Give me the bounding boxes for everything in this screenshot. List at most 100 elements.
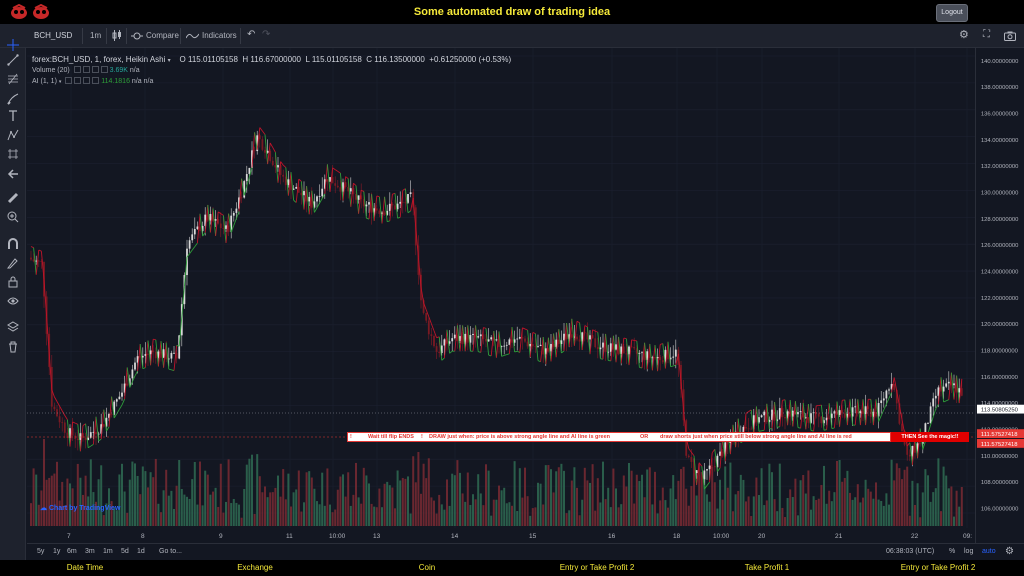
range-5d[interactable]: 5d: [121, 548, 129, 555]
range-3m[interactable]: 3m: [85, 548, 95, 555]
crosshair-icon[interactable]: [7, 39, 19, 51]
ruler-icon[interactable]: [7, 192, 19, 204]
arrow-icon[interactable]: [7, 168, 19, 180]
goto-date-button[interactable]: Go to...: [159, 548, 182, 555]
ai-line-segment: [696, 462, 700, 486]
ai-line-segment: [888, 392, 893, 399]
ai-line-segment: [571, 318, 575, 346]
ai-line-segment: [212, 208, 217, 237]
ai-line-segment: [664, 341, 669, 369]
brush-icon[interactable]: [7, 93, 19, 105]
auto-toggle[interactable]: auto: [982, 548, 996, 555]
interval-selector[interactable]: 1m: [90, 31, 102, 40]
range-1y[interactable]: 1y: [53, 548, 61, 555]
time-tick-label: 15: [529, 533, 537, 540]
ai-line-segment: [545, 337, 549, 365]
banner-cta: THEN See the magic!!: [891, 432, 969, 442]
indicators-icon[interactable]: [186, 32, 199, 40]
volume-study-label[interactable]: Volume (20): [32, 67, 70, 74]
ai-line-segment: [290, 172, 295, 201]
ai-line-segment: [220, 213, 224, 216]
ai-line-segment: [262, 130, 266, 135]
series-title[interactable]: forex:BCH_USD, 1, forex, Heikin Ashi: [32, 55, 166, 64]
pencil-lock-icon[interactable]: [7, 257, 19, 269]
ai-line-segment: [251, 132, 256, 168]
ai-line-segment: [701, 466, 705, 490]
ai-line-segment: [337, 170, 341, 174]
layers-icon[interactable]: [7, 321, 19, 333]
trash-icon[interactable]: [7, 341, 19, 353]
visibility-icon[interactable]: [7, 295, 19, 307]
clock-display[interactable]: 06:38:03 (UTC): [886, 548, 935, 555]
ai-line-segment: [282, 164, 287, 168]
range-1d[interactable]: 1d: [137, 548, 145, 555]
compare-icon[interactable]: [131, 31, 143, 41]
ai-line-segment: [946, 399, 949, 402]
ai-line-segment: [927, 424, 932, 434]
ai-line-segment: [126, 367, 131, 388]
ai-line-segment: [108, 396, 113, 427]
ai-line-segment: [896, 391, 900, 406]
ai-study-label[interactable]: AI (1, 1): [32, 78, 57, 85]
magnet-icon[interactable]: [7, 238, 19, 250]
ohlc-open: O 115.01105158: [179, 55, 238, 64]
zoom-icon[interactable]: [7, 211, 19, 223]
log-toggle[interactable]: log: [964, 548, 974, 555]
undo-icon[interactable]: ↶: [247, 29, 256, 40]
banner-part-1: Wait till flip ENDS: [368, 434, 414, 440]
lock-icon[interactable]: [7, 276, 19, 288]
ai-line-segment: [256, 127, 261, 150]
redo-icon[interactable]: ↷: [262, 29, 271, 40]
logout-button[interactable]: Logout: [936, 4, 968, 22]
settings-gear-icon[interactable]: ⚙: [1005, 546, 1014, 557]
ai-line-segment: [40, 251, 45, 280]
fib-icon[interactable]: [7, 73, 19, 85]
indicators-button[interactable]: Indicators: [202, 31, 237, 40]
ai-line-segment: [355, 185, 360, 214]
ai-line-segment: [316, 202, 320, 209]
range-1m[interactable]: 1m: [103, 548, 113, 555]
compare-button[interactable]: Compare: [146, 31, 179, 40]
ai-line-segment: [553, 333, 557, 358]
ai-line-segment: [909, 442, 913, 465]
ai-line-segment: [347, 178, 352, 207]
ai-line-segment: [935, 404, 939, 409]
range-5y[interactable]: 5y: [37, 548, 45, 555]
fullscreen-icon[interactable]: ⛶: [983, 29, 990, 40]
range-6m[interactable]: 6m: [67, 548, 77, 555]
ai-line-segment: [404, 188, 409, 213]
ai-line-segment: [326, 164, 331, 192]
ai-line-segment: [519, 327, 523, 353]
ai-line-segment: [943, 400, 947, 403]
trend-line-icon[interactable]: [7, 54, 19, 66]
ai-line-segment: [79, 425, 84, 452]
candle-style-icon[interactable]: [112, 30, 122, 41]
ai-line-segment: [303, 186, 308, 210]
ai-line-segment: [504, 354, 507, 356]
percent-toggle[interactable]: %: [949, 548, 956, 555]
ai-line-segment: [950, 372, 955, 400]
ai-line-segment: [72, 421, 76, 424]
pattern-icon[interactable]: [7, 129, 19, 141]
chevron-down-icon[interactable]: ▾: [167, 58, 171, 64]
ai-line-segment: [878, 415, 882, 422]
settings-gear-icon[interactable]: ⚙: [959, 29, 969, 41]
ai-line-segment: [872, 399, 877, 426]
ai-line-segment: [833, 401, 838, 428]
ai-line-segment: [225, 213, 230, 244]
ai-line-segment: [106, 426, 110, 432]
camera-icon[interactable]: [1004, 31, 1016, 41]
price-axis[interactable]: 140.00000000 138.00000000 136.00000000 134.…: [975, 48, 1024, 543]
ai-line-segment: [287, 172, 292, 196]
ai-line-segment: [230, 225, 235, 233]
chevron-down-icon[interactable]: ▾: [58, 79, 62, 85]
ai-line-segment: [196, 213, 201, 244]
ai-line-segment: [389, 194, 393, 221]
ai-line-segment: [207, 204, 211, 233]
price-chart[interactable]: 7 8 9 11 10:00 13 14 15 16 18 10:00 20 21 22 09:: [27, 48, 975, 543]
tradingview-watermark[interactable]: ☁ Chart by TradingView: [40, 505, 121, 512]
text-icon[interactable]: [7, 110, 19, 122]
symbol-search[interactable]: BCH_USD: [34, 31, 73, 40]
measure-icon[interactable]: [7, 148, 19, 160]
ai-line-segment: [280, 161, 284, 166]
